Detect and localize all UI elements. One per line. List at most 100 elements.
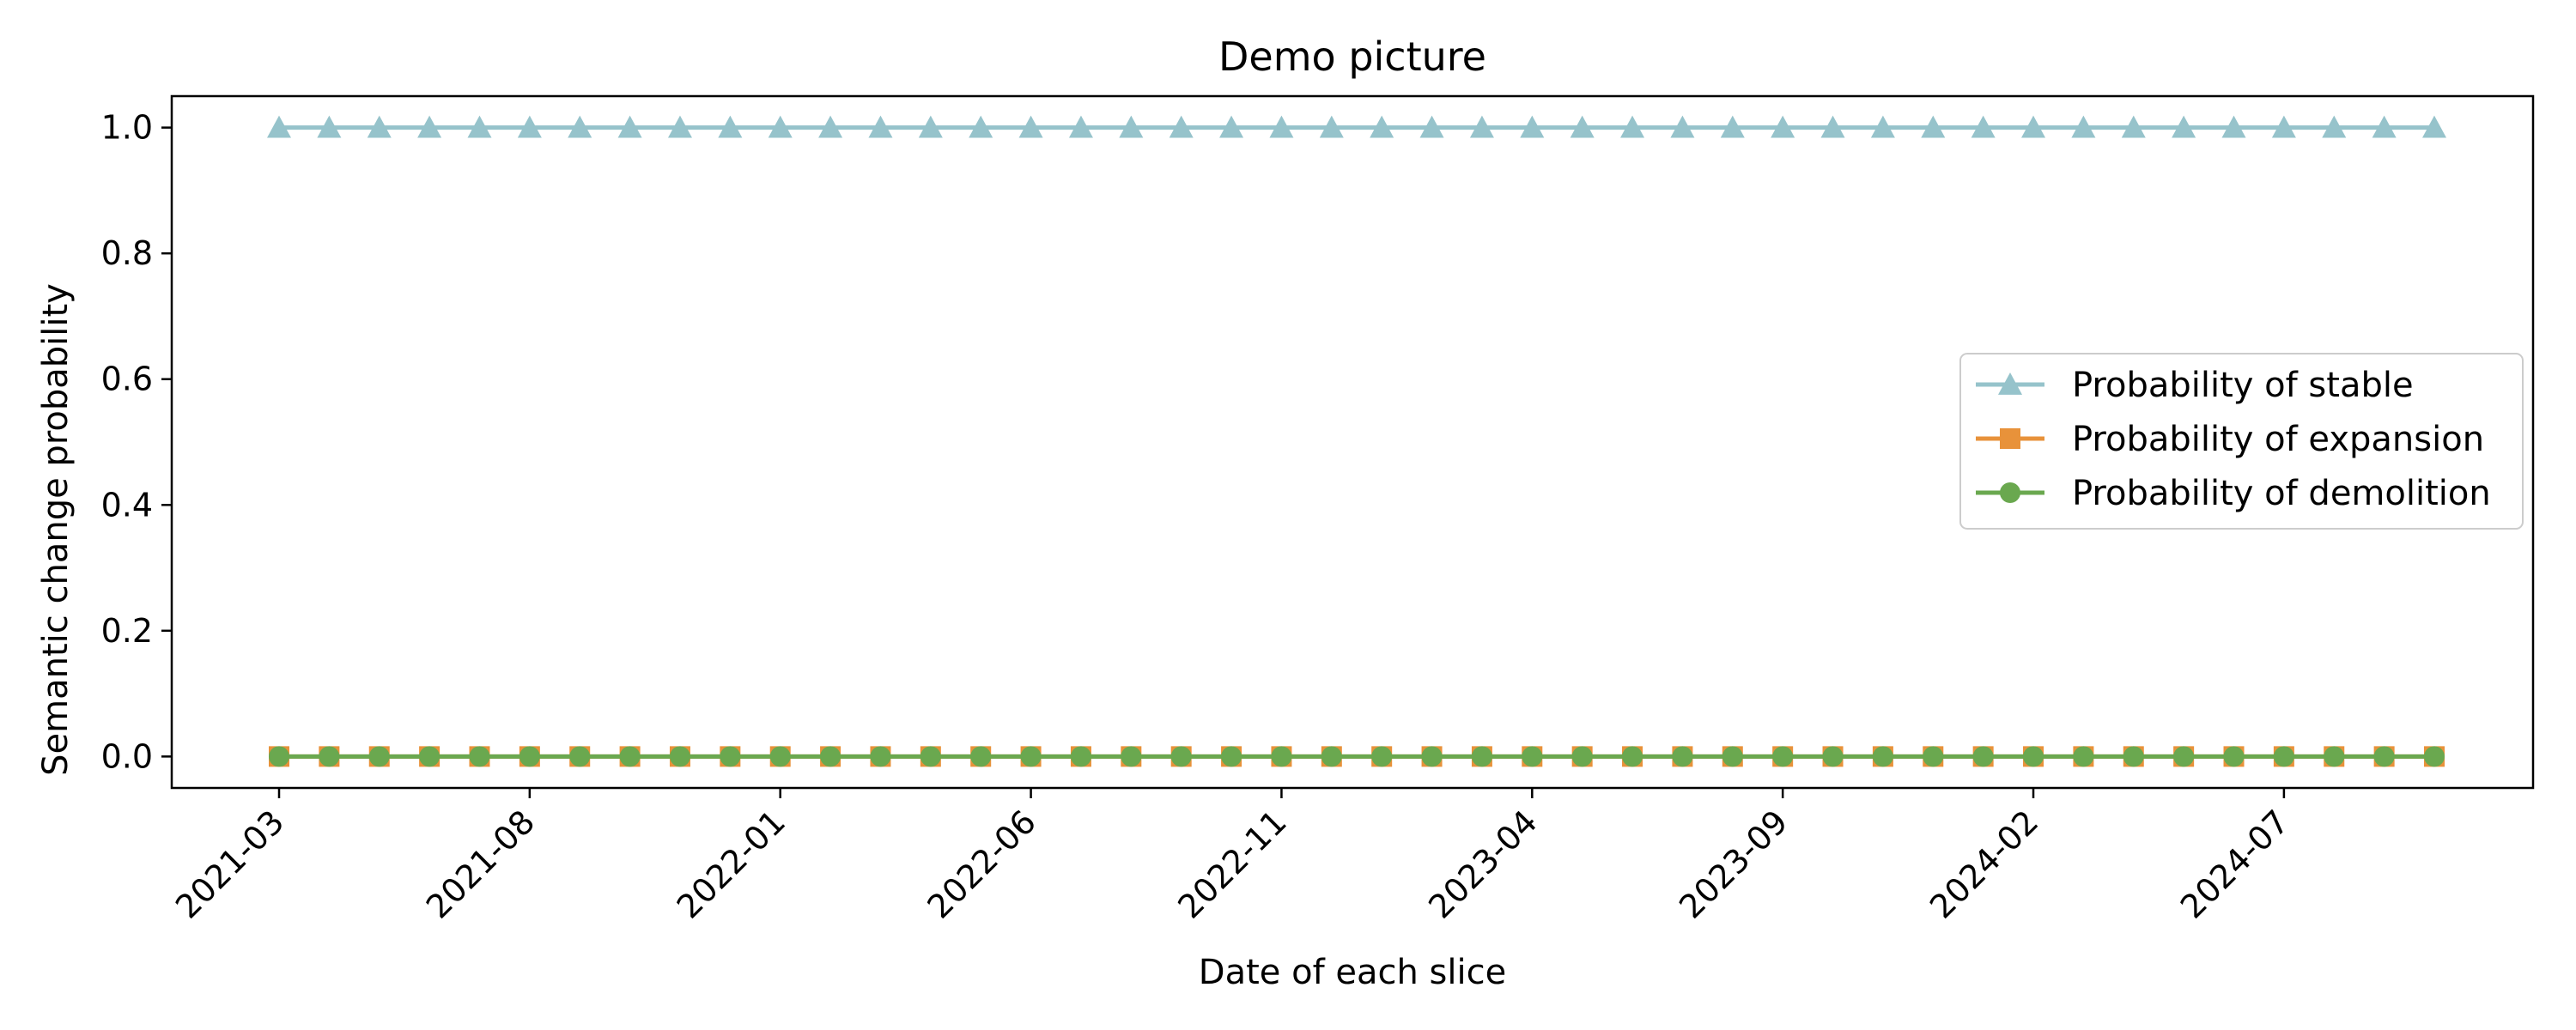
data-point [1722, 746, 1743, 767]
data-point [1971, 115, 1996, 138]
data-point [920, 746, 941, 767]
x-tick-label: 2021-08 [419, 803, 542, 925]
legend-entry-3: Probability of demolition [1976, 474, 2491, 513]
series-3 [269, 746, 2445, 767]
data-point [1822, 746, 1844, 767]
data-point [419, 746, 440, 767]
data-point [1371, 746, 1393, 767]
x-tick-label: 2024-07 [2173, 803, 2296, 925]
x-axis-label: Date of each slice [1199, 953, 1506, 992]
data-point [519, 746, 540, 767]
data-point [769, 746, 791, 767]
data-point [2424, 746, 2445, 767]
data-point [1520, 115, 1545, 138]
x-tick-label: 2023-04 [1421, 803, 1544, 925]
data-point [1670, 115, 1695, 138]
data-point [317, 115, 342, 138]
data-point [2271, 115, 2296, 138]
data-point [820, 746, 841, 767]
data-point [2223, 746, 2245, 767]
data-point [1720, 115, 1745, 138]
data-point [970, 746, 992, 767]
data-point [1872, 746, 1893, 767]
x-tick-label: 2023-09 [1672, 803, 1795, 925]
data-point [1221, 746, 1242, 767]
data-point [667, 115, 692, 138]
data-point [2322, 115, 2347, 138]
legend-entry-2: Probability of expansion [1976, 420, 2484, 459]
data-point [969, 115, 993, 138]
data-point [1269, 115, 1294, 138]
x-tick-label: 2021-03 [168, 803, 291, 925]
chart-title: Demo picture [1218, 33, 1486, 80]
data-point [1370, 115, 1394, 138]
x-tick-label: 2022-11 [1170, 803, 1293, 925]
data-point [469, 746, 490, 767]
data-point [1620, 115, 1645, 138]
y-tick-label: 1.0 [101, 109, 153, 147]
legend-label: Probability of stable [2072, 366, 2414, 405]
data-point [718, 115, 743, 138]
data-point [267, 115, 291, 138]
series-1 [267, 115, 2446, 138]
data-point [619, 746, 641, 767]
data-point [2273, 746, 2294, 767]
data-point [2023, 746, 2044, 767]
y-axis: 0.0 0.2 0.4 0.6 0.8 1.0 [101, 109, 172, 775]
data-point [669, 746, 690, 767]
data-point [918, 115, 943, 138]
y-tick-label: 0.6 [101, 360, 153, 398]
data-point [1972, 746, 1994, 767]
legend-label: Probability of demolition [2072, 474, 2491, 513]
plot-frame [170, 94, 2535, 790]
data-point [1772, 746, 1794, 767]
data-point [568, 115, 592, 138]
data-point [1219, 115, 1244, 138]
data-point [870, 746, 891, 767]
data-point [2071, 115, 2096, 138]
data-point [1018, 115, 1043, 138]
data-point [720, 746, 741, 767]
data-point [1921, 115, 1946, 138]
data-point [1622, 746, 1643, 767]
data-point [768, 115, 793, 138]
legend-label: Probability of expansion [2072, 420, 2484, 459]
data-point [1119, 115, 1144, 138]
data-point [367, 115, 392, 138]
data-point [1923, 746, 1944, 767]
data-point [617, 115, 642, 138]
data-point [1419, 115, 1444, 138]
data-point [868, 115, 893, 138]
data-point [2021, 115, 2046, 138]
legend-marker [2000, 482, 2020, 503]
legend-marker [1998, 373, 2022, 395]
plot-area [170, 94, 2535, 790]
data-point [1870, 115, 1895, 138]
data-point [1771, 115, 1795, 138]
data-point [569, 746, 591, 767]
x-tick-label: 2022-06 [920, 803, 1043, 925]
x-tick-label: 2022-01 [670, 803, 793, 925]
data-point [1469, 115, 1494, 138]
legend: Probability of stable Probability of expa… [1959, 353, 2524, 530]
data-point [2221, 115, 2246, 138]
data-point [1319, 115, 1344, 138]
data-point [1020, 746, 1042, 767]
data-point [2123, 746, 2144, 767]
data-point [517, 115, 542, 138]
data-point [2373, 746, 2395, 767]
y-axis-label: Semantic change probability [36, 283, 76, 776]
data-point [2121, 115, 2146, 138]
data-point [319, 746, 340, 767]
y-tick-label: 0.4 [101, 486, 153, 524]
legend-marker [2000, 428, 2020, 449]
data-point [2172, 115, 2196, 138]
data-point [1820, 115, 1845, 138]
data-point [2372, 115, 2397, 138]
legend-frame [1959, 353, 2524, 530]
data-point [818, 115, 843, 138]
data-point [1170, 746, 1192, 767]
data-point [2324, 746, 2345, 767]
legend-entry-1: Probability of stable [1976, 366, 2414, 405]
